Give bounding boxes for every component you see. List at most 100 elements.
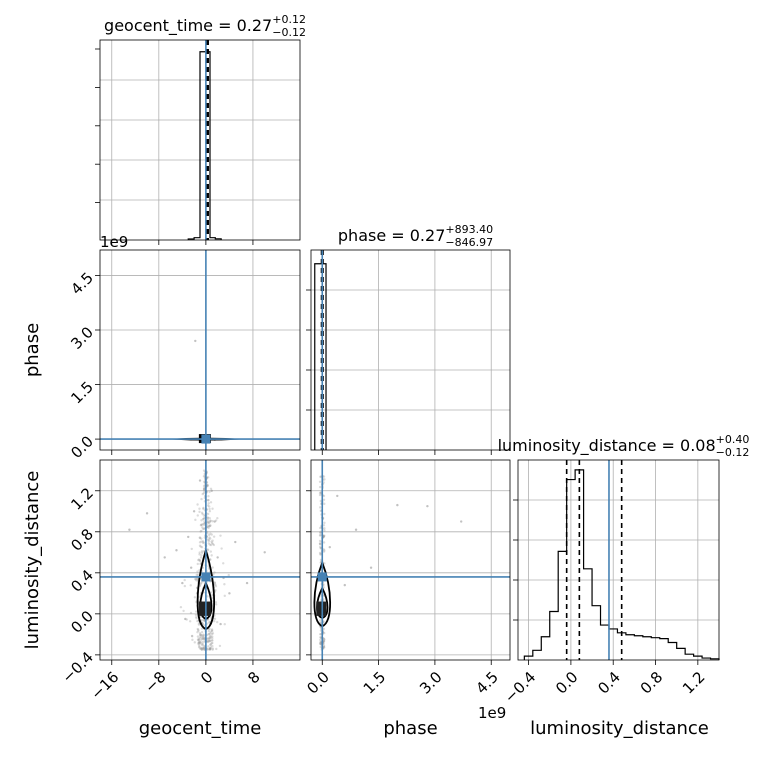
cloud-point-498 (209, 532, 212, 535)
panel-phase-geocent-yticklabel-1: 1.5 (67, 378, 97, 408)
cloud-point-27 (202, 647, 205, 650)
cloud-point-5 (322, 524, 326, 527)
cloud-point-395 (206, 538, 209, 541)
cloud-point-17 (199, 545, 202, 548)
cloud-point-277 (197, 642, 200, 645)
cloud-point-159 (322, 541, 326, 544)
cloud-point-89 (211, 632, 215, 635)
cloud-point-251 (198, 541, 202, 544)
cloud-point-166 (319, 531, 322, 534)
cloud-point-220 (210, 540, 213, 543)
cloud-point-497 (202, 646, 206, 650)
cloud-point-476 (208, 543, 212, 546)
frame-ld-phase (310, 459, 511, 661)
cloud-point-187 (183, 578, 186, 582)
cloud-point-331 (208, 507, 211, 511)
cloud-point-164 (323, 521, 326, 525)
cloud-point-325 (213, 571, 216, 574)
panel-ld-hist-xticklabel-3: 0.8 (637, 668, 667, 698)
scatter-cloud-ld-geocent (179, 469, 230, 651)
cloud-point-377 (196, 628, 200, 631)
cloud-point-313 (212, 543, 216, 547)
cloud-point-9 (323, 562, 326, 565)
cloud-point-477 (199, 633, 202, 636)
cloud-point-290 (197, 639, 200, 642)
hist-ld-title-plus: +0.40 (716, 433, 750, 446)
cloud-point-4 (198, 544, 202, 547)
cloud-point-18 (183, 584, 187, 588)
cloud-point-496 (198, 640, 201, 644)
truth-marker-phase-geocent (201, 434, 211, 444)
hist-ld-bar-2 (541, 637, 549, 660)
cloud-point-250 (202, 488, 206, 491)
cloud-point-96 (200, 554, 203, 557)
cloud-point-446 (206, 637, 210, 640)
cloud-point-256 (212, 573, 215, 576)
cloud-point-457 (206, 648, 209, 651)
cloud-point-90 (206, 516, 210, 519)
cloud-point-141 (319, 553, 322, 556)
panel-ld-geocent-xticklabel-2: 0 (197, 668, 216, 687)
cloud-point-312 (200, 550, 204, 553)
cloud-point-29 (202, 527, 205, 531)
cloud-point-466 (206, 484, 209, 487)
cloud-point-314 (211, 520, 214, 523)
cloud-point-304 (189, 611, 193, 615)
scatter-ld-geocent-point-19 (184, 617, 187, 621)
cloud-point-479 (200, 519, 203, 522)
cloud-point-230 (209, 639, 212, 643)
cloud-point-459 (197, 643, 201, 647)
cloud-point-12 (319, 641, 322, 644)
hist-ld-bar-12 (626, 635, 634, 660)
cloud-point-352 (201, 526, 204, 529)
scatter-ld-phase-point-2 (426, 504, 429, 508)
cloud-point-354 (209, 646, 213, 649)
cloud-point-30 (202, 648, 206, 651)
cloud-point-224 (201, 634, 204, 637)
cloud-point-67 (196, 570, 199, 573)
cloud-point-102 (322, 475, 326, 478)
cloud-point-274 (206, 512, 210, 516)
hist-ld-title: luminosity_distance = 0.08+0.40−0.12 (498, 433, 750, 459)
cloud-point-324 (198, 647, 202, 650)
cloud-point-206 (203, 522, 206, 525)
cloud-point-173 (319, 621, 322, 624)
panel-ld-phase-xticklabel-3: 4.5 (472, 668, 502, 698)
cloud-point-241 (193, 577, 197, 581)
cloud-point-239 (200, 523, 203, 527)
cloud-point-94 (202, 636, 206, 640)
cloud-point-178 (188, 620, 192, 623)
panel-ld-phase-xticklabel-0: 0.0 (303, 668, 333, 698)
cloud-point-66 (200, 540, 203, 543)
hist-phase-bar-1 (324, 264, 326, 450)
cloud-point-469 (207, 498, 210, 502)
cloud-point-24 (318, 551, 322, 555)
cloud-point-357 (206, 525, 209, 528)
cloud-point-38 (197, 641, 200, 645)
cloud-point-228 (199, 562, 202, 566)
cloud-point-122 (319, 633, 323, 636)
panel-ld-geocent-xticklabel-3: 8 (244, 668, 263, 687)
cloud-point-436 (208, 536, 211, 539)
cloud-point-131 (318, 542, 322, 545)
density-core-ld-phase (316, 601, 327, 616)
scatter-ld-geocent-point-2 (163, 556, 166, 559)
scatter-ld-phase-point-0 (354, 528, 358, 531)
cloud-point-196 (202, 517, 206, 520)
cloud-point-133 (200, 529, 203, 533)
hist-ld-bar-5 (567, 480, 575, 660)
cloud-point-429 (209, 558, 212, 561)
cloud-point-14 (211, 641, 214, 645)
panel-ld-hist-xticklabel-2: 0.4 (594, 668, 624, 698)
cloud-point-221 (199, 524, 203, 527)
phase-y-offset-label: 1e9 (100, 233, 128, 251)
cloud-point-36 (209, 543, 213, 547)
hist-geocent-title-text: geocent_time = 0.27+0.12 (104, 13, 306, 36)
cloud-point-201 (208, 640, 211, 643)
panel-ld-phase-xticklabel-1: 1.5 (360, 668, 390, 698)
cloud-point-225 (207, 533, 211, 537)
cloud-point-281 (195, 573, 198, 577)
cloud-point-92 (319, 645, 322, 649)
cloud-point-386 (194, 518, 197, 522)
